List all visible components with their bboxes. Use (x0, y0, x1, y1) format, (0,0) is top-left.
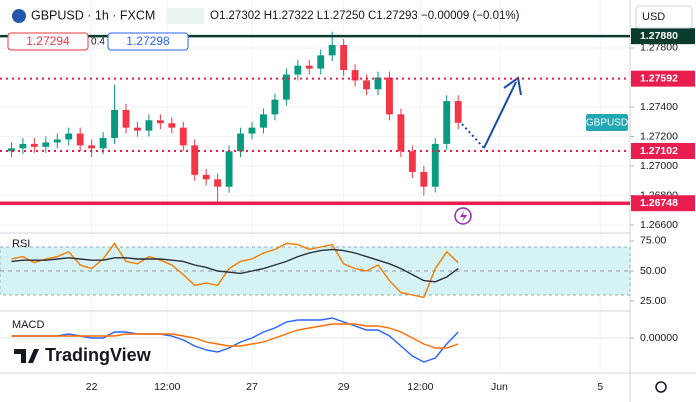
candle-body (122, 109, 130, 128)
candle-body (237, 133, 244, 152)
candle-body (305, 65, 313, 69)
buy-button[interactable] (107, 32, 189, 51)
settings-icon[interactable] (655, 381, 667, 393)
candle-body (214, 179, 222, 187)
rsi-title: RSI (12, 238, 30, 250)
buy-price: 1.27298 (126, 34, 170, 48)
sell-price: 1.27294 (26, 34, 70, 48)
x-tick-label: 5 (597, 381, 603, 393)
y-tick-label: 75.00 (640, 235, 666, 247)
level-label-bg (631, 70, 695, 87)
x-tick-label: 27 (246, 381, 258, 393)
candle-body (76, 133, 84, 146)
level-label-bg (631, 142, 695, 159)
candle-body (53, 139, 61, 143)
candle-body (248, 127, 256, 134)
symbol-tag (586, 114, 628, 131)
candle-body (42, 142, 50, 147)
candle-body (408, 151, 416, 172)
projection-arrow (483, 81, 517, 149)
currency: USD (642, 11, 665, 23)
brand: TradingView (45, 345, 152, 365)
x-tick-label: Jun (491, 381, 508, 393)
candle-body (271, 99, 279, 115)
x-tick-label: 12:00 (154, 381, 180, 393)
candle-body (294, 65, 302, 75)
candle-body (340, 45, 348, 71)
candle-body (328, 45, 336, 56)
indicator-line (11, 317, 459, 363)
candle-body (30, 143, 38, 147)
candle-body (65, 133, 73, 140)
candle-body (260, 114, 267, 128)
candle-body (88, 145, 96, 149)
symbol-flag (12, 9, 26, 23)
candle-body (191, 145, 199, 175)
candle-body (19, 143, 27, 149)
candle-body (420, 171, 428, 187)
candle-body (397, 114, 405, 152)
level-label: 1.27102 (640, 145, 678, 157)
projection-dots (461, 123, 485, 149)
level-label: 1.27592 (640, 72, 678, 84)
quote: O1.27302 H1.27322 L1.27250 C1.27293 −0.0… (210, 10, 520, 22)
candle-body (168, 123, 176, 128)
candle-body (374, 77, 382, 90)
candle-body (431, 143, 439, 187)
brand-logo: TradingView (14, 345, 152, 365)
macd-title: MACD (12, 319, 44, 331)
y-tick-label: 1.27200 (640, 130, 678, 142)
x-tick-label: 22 (86, 381, 98, 393)
candle-body (351, 70, 359, 81)
level-label: 1.26748 (640, 197, 678, 209)
candle-body (134, 127, 141, 131)
candle-body (111, 109, 118, 138)
y-tick-label: 0.00000 (640, 332, 678, 344)
candle-body (386, 77, 393, 115)
candle-body (282, 74, 290, 100)
sell-button[interactable] (7, 32, 89, 51)
candle-body (454, 101, 462, 123)
indicator-line (11, 242, 459, 299)
candle-body (8, 148, 15, 152)
candle-body (99, 137, 107, 149)
candle-body (317, 55, 325, 69)
candle-body (443, 101, 451, 144)
x-tick-label: 29 (338, 381, 350, 393)
level-label: 1.27880 (640, 30, 678, 42)
y-tick-label: 50.00 (640, 265, 666, 277)
y-tick-label: 1.26600 (640, 219, 678, 231)
y-tick-label: 25.00 (640, 295, 666, 307)
level-label-bg (631, 195, 695, 212)
symbol-tag-text: GBPUSD (586, 118, 628, 129)
x-tick-label: 12:00 (407, 381, 433, 393)
level-label-bg (631, 28, 695, 45)
candle-body (156, 120, 164, 124)
currency-button[interactable] (635, 5, 693, 29)
y-tick-label: 1.27000 (640, 160, 678, 172)
candle-body (202, 174, 210, 180)
status-badge[interactable] (166, 8, 204, 24)
spread: 0.4 (91, 37, 105, 48)
candle-body (225, 151, 233, 187)
candle-body (179, 127, 187, 146)
event-bolt (460, 211, 467, 222)
candle-body (145, 120, 153, 131)
event-icon[interactable] (454, 207, 472, 225)
indicator-line (11, 248, 459, 283)
y-tick-label: 1.27400 (640, 101, 678, 113)
candle-body (363, 80, 370, 90)
symbol: GBPUSD · 1h · FXCM (31, 8, 155, 22)
indicator-line (11, 323, 459, 349)
y-tick-label: 1.27800 (640, 42, 678, 54)
legend: GBPUSD · 1h · FXCM O1.27302 H1.27322 L1.… (7, 8, 520, 51)
